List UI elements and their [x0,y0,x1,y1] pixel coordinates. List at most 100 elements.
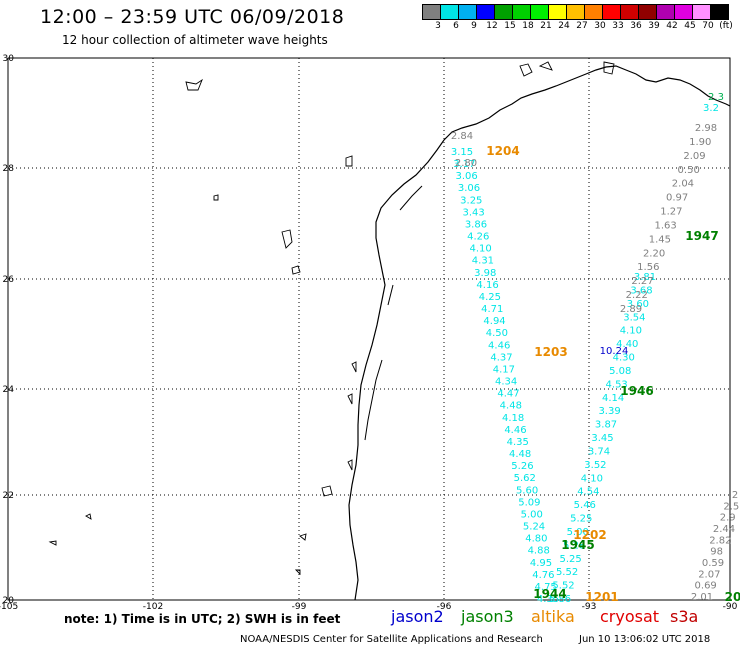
jason3-wave-height-east: 3.74 [588,446,610,457]
satellite-cryosat-label: cryosat [600,607,660,626]
jason3-wave-height-east: 3.54 [623,312,645,323]
coastline [348,65,731,601]
satellite-s3a-label: s3a [670,607,699,626]
pass-time-label: 20 [725,590,740,604]
satellite-altika-label: altika [531,607,575,626]
latitude-label: 22 [3,491,14,501]
pass-time-label: 1946 [620,384,653,398]
credit-line: NOAA/NESDIS Center for Satellite Applica… [240,634,543,645]
jason3-wave-height-west: 3.06 [458,183,480,194]
max-wave-height-value: 10.24 [600,346,629,357]
wave-height-gray-far-east: 2.82 [709,535,731,546]
longitude-label: -93 [582,602,597,612]
jason3-wave-height-west: 4.17 [493,364,515,375]
latitude-label: 30 [3,54,15,64]
footer-note: note: 1) Time is in UTC; 2) SWH is in fe… [64,612,341,626]
wave-height-gray-top: 2.84 [451,131,473,142]
pass-time-label: 1204 [486,144,519,158]
jason3-wave-height-east: 3.60 [627,299,649,310]
wave-height-gray-far-east: 2.44 [713,524,735,535]
pass-time-label: 1944 [533,587,566,601]
legend-label: 18 [522,21,534,31]
latitude-label: 20 [3,596,15,606]
jason3-wave-height-east: 5.52 [552,581,574,592]
legend-label: 39 [648,21,660,31]
plot-frame [7,57,731,601]
wave-height-top-right: 3.2 [703,103,719,114]
coastline-islands [364,185,423,441]
jason3-wave-height-west: 3.86 [465,219,487,230]
wave-height-gray-far-east: 2 [732,490,738,501]
legend-label: 70 [702,21,714,31]
wave-height-top-right: 2.3 [708,92,724,103]
legend-swatch [710,4,729,20]
wave-height-gray-far-east: 2.07 [698,569,720,580]
jason3-wave-height-east: 4.14 [602,393,624,404]
pass-time-label: 1201 [585,590,618,604]
jason3-wave-height-east: 3.45 [591,433,613,444]
satellite-jason3-label: jason3 [461,607,514,626]
legend-label: 3 [435,21,441,31]
jason3-wave-height-west: 3.43 [462,207,484,218]
wave-height-gray-east: 1.45 [649,234,671,245]
jason3-wave-height-east: 4.53 [606,379,628,390]
wave-height-gray-east: 2.22 [626,290,648,301]
map-subtitle: 12 hour collection of altimeter wave hei… [62,33,328,47]
longitude-label: -99 [292,602,307,612]
legend-label: 27 [576,21,588,31]
wave-height-gray-east: 0.50 [678,165,700,176]
jason3-wave-height-west: 4.75 [535,582,557,593]
wave-height-gray-far-east: 2.9 [720,513,736,524]
jason3-wave-height-west: 5.24 [523,522,545,533]
jason3-wave-height-west: 4.31 [472,256,494,267]
legend-label: 30 [594,21,606,31]
jason3-wave-height-west: 5.26 [511,461,533,472]
legend-label: 21 [540,21,552,31]
jason3-wave-height-west: 4.76 [532,570,554,581]
jason3-wave-height-east: 5.08 [609,366,631,377]
jason3-wave-height-west: 4.95 [530,558,552,569]
jason3-wave-height-west: 5.62 [514,473,536,484]
wave-height-gray-far-east: 2.5 [723,501,739,512]
longitude-label: -105 [0,602,18,612]
jason3-wave-height-west: 4.10 [469,244,491,255]
pass-time-label: 1202 [573,528,606,542]
jason3-wave-height-west: 4.18 [502,413,524,424]
legend-label: 42 [666,21,678,31]
jason3-wave-height-east: 3.87 [595,420,617,431]
jason3-wave-height-west: 4.35 [537,594,559,605]
jason3-wave-height-east: 3.52 [584,460,606,471]
legend-label: 24 [558,21,570,31]
wave-height-gray-far-east: 0.59 [702,558,724,569]
legend-label: 45 [684,21,696,31]
lakes [48,61,615,576]
jason3-wave-height-east: 4.10 [620,326,642,337]
jason3-wave-height-west: 5.60 [516,485,538,496]
jason3-wave-height-east: 5.00 [567,527,589,538]
jason3-wave-height-west: 4.71 [481,304,503,315]
wave-height-gray-east: 1.27 [660,207,682,218]
pass-time-label: 1203 [534,345,567,359]
jason3-wave-height-east: 3.81 [634,272,656,283]
jason3-wave-height-east: 4.54 [577,487,599,498]
legend-label: 9 [471,21,477,31]
wave-height-gray-east: 1.90 [689,137,711,148]
jason3-wave-height-west: 3.06 [456,171,478,182]
wave-height-gray-east: 2.20 [643,248,665,259]
wave-height-gray-east: 2.98 [695,123,717,134]
color-legend [422,4,729,20]
jason3-wave-height-east: 4.10 [581,473,603,484]
jason3-wave-height-west: 3.17 [453,159,475,170]
jason3-wave-height-west: 4.94 [483,316,505,327]
jason3-wave-height-west: 4.48 [509,449,531,460]
wave-height-gray-east: 2.09 [683,151,705,162]
legend-label: 6 [453,21,459,31]
jason3-wave-height-east: 4.30 [613,353,635,364]
pass-time-label: 1945 [561,538,594,552]
color-legend-labels: 3 6 9 12 15 18 21 24 27 30 33 36 39 42 45 70 (ft) [422,21,740,33]
wave-height-gray-east: 2.89 [620,304,642,315]
legend-label: 12 [486,21,498,31]
legend-label: 33 [612,21,624,31]
